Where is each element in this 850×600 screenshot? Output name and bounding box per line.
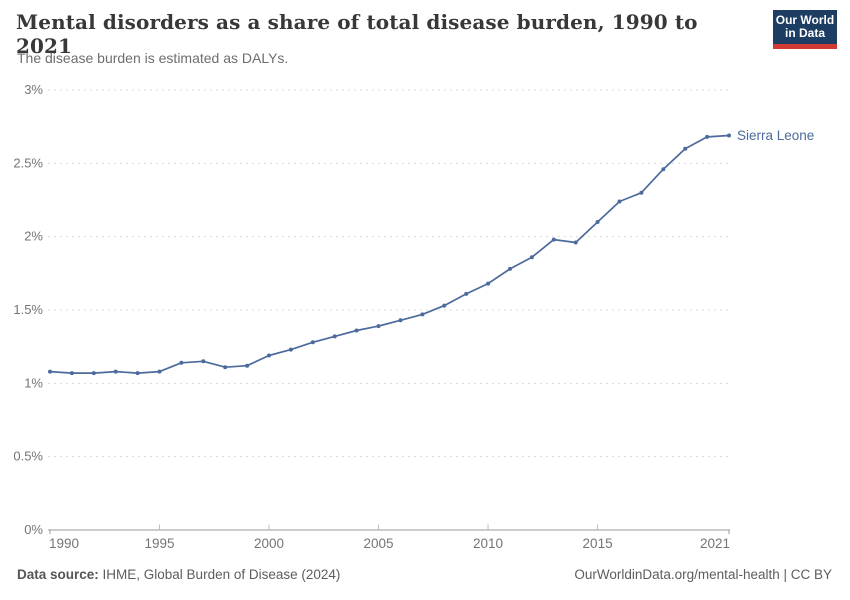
data-point[interactable] [69, 371, 74, 376]
data-point[interactable] [617, 199, 622, 204]
y-axis-label: 3% [24, 82, 43, 97]
x-axis-label: 2005 [364, 536, 394, 551]
data-point[interactable] [398, 318, 403, 323]
data-point[interactable] [157, 369, 162, 374]
owid-logo[interactable]: Our World in Data [773, 10, 837, 49]
data-point[interactable] [201, 359, 206, 364]
data-point[interactable] [464, 291, 469, 296]
data-point[interactable] [48, 369, 52, 374]
data-point[interactable] [486, 281, 491, 286]
x-axis-label: 2010 [473, 536, 503, 551]
data-point[interactable] [705, 134, 710, 139]
data-point[interactable] [639, 190, 644, 195]
data-point[interactable] [135, 371, 140, 376]
data-point[interactable] [332, 334, 337, 339]
x-axis-label: 2015 [583, 536, 613, 551]
data-point[interactable] [727, 133, 731, 138]
owid-logo-line1: Our World [775, 12, 835, 27]
data-source-label: Data source: [17, 567, 99, 582]
data-point[interactable] [508, 266, 512, 271]
y-axis-label: 2.5% [13, 155, 43, 170]
data-point[interactable] [442, 303, 447, 308]
y-axis-label: 1.5% [13, 302, 43, 317]
data-point[interactable] [551, 237, 556, 242]
page-subtitle: The disease burden is estimated as DALYs… [17, 50, 289, 66]
data-point[interactable] [376, 324, 381, 329]
page-title: Mental disorders as a share of total dis… [16, 10, 698, 58]
data-point[interactable] [661, 167, 666, 172]
data-source-text: IHME, Global Burden of Disease (2024) [98, 567, 341, 582]
data-point[interactable] [354, 328, 359, 333]
data-point[interactable] [91, 371, 96, 376]
data-point[interactable] [529, 255, 534, 260]
y-axis-label: 2% [24, 229, 43, 244]
data-point[interactable] [245, 363, 250, 368]
data-point[interactable] [179, 360, 184, 365]
citation-link[interactable]: OurWorldinData.org/mental-health | CC BY [574, 567, 832, 582]
data-point[interactable] [223, 365, 228, 370]
data-point[interactable] [595, 220, 600, 224]
owid-logo-line2: in Data [784, 26, 825, 40]
x-axis-label: 1995 [144, 536, 174, 551]
data-source-note: Data source: IHME, Global Burden of Dise… [17, 567, 340, 582]
y-axis-label: 1% [24, 375, 43, 390]
data-point[interactable] [310, 340, 315, 345]
y-axis-label: 0% [24, 522, 43, 537]
series-label-sierra-leone[interactable]: Sierra Leone [737, 128, 814, 143]
data-point[interactable] [573, 240, 578, 245]
data-point[interactable] [683, 146, 688, 151]
data-point[interactable] [113, 369, 118, 374]
x-axis-label: 1990 [49, 536, 79, 551]
y-axis-label: 0.5% [13, 449, 43, 464]
x-axis-label: 2000 [254, 536, 284, 551]
data-point[interactable] [288, 347, 293, 352]
data-point[interactable] [267, 353, 271, 358]
trend-line[interactable] [49, 134, 730, 374]
data-point[interactable] [420, 312, 425, 317]
x-axis-label: 2021 [700, 536, 730, 551]
